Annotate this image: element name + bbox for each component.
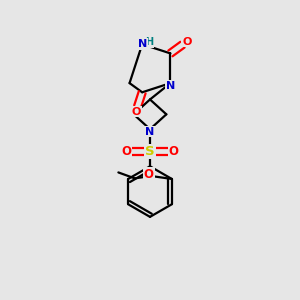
Text: O: O [144, 168, 154, 181]
Text: N: N [138, 39, 147, 49]
Text: S: S [145, 145, 155, 158]
Text: O: O [131, 106, 141, 116]
Text: H: H [145, 37, 153, 47]
Text: N: N [166, 81, 175, 91]
Text: O: O [169, 145, 179, 158]
Text: O: O [121, 145, 131, 158]
Text: N: N [146, 127, 154, 136]
Text: O: O [182, 37, 191, 46]
